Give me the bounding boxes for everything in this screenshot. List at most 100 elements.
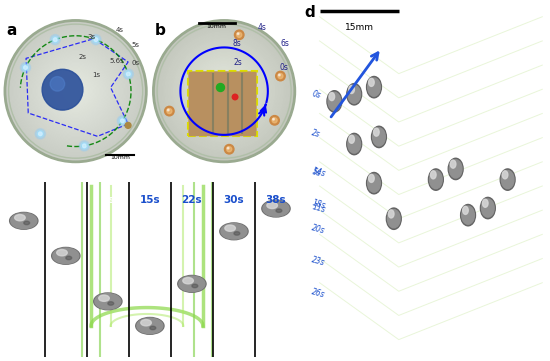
Circle shape [502, 171, 508, 179]
Circle shape [183, 278, 194, 284]
Circle shape [123, 69, 134, 79]
Circle shape [448, 158, 463, 179]
Circle shape [217, 84, 232, 99]
Circle shape [108, 302, 114, 305]
Circle shape [57, 73, 94, 109]
Circle shape [366, 77, 382, 98]
Circle shape [82, 144, 86, 148]
Text: 38s: 38s [266, 195, 287, 205]
Circle shape [348, 85, 360, 103]
Circle shape [125, 71, 131, 77]
Text: 2s: 2s [79, 54, 87, 60]
Text: 4s: 4s [257, 22, 266, 31]
Circle shape [81, 143, 87, 149]
Circle shape [188, 55, 260, 127]
Circle shape [39, 132, 42, 136]
Circle shape [60, 75, 91, 107]
Circle shape [182, 49, 266, 133]
Circle shape [39, 54, 113, 129]
Circle shape [373, 128, 379, 136]
Circle shape [46, 61, 106, 121]
Circle shape [197, 64, 251, 118]
Circle shape [328, 92, 340, 110]
Circle shape [55, 71, 96, 112]
Circle shape [26, 42, 125, 140]
Circle shape [67, 83, 84, 100]
Circle shape [156, 23, 292, 159]
Circle shape [372, 126, 387, 148]
Circle shape [178, 275, 206, 292]
Text: 8s: 8s [232, 39, 241, 48]
Text: d: d [305, 5, 316, 20]
Circle shape [276, 71, 285, 81]
Circle shape [211, 78, 237, 104]
Text: 8s: 8s [101, 195, 114, 205]
Circle shape [327, 91, 342, 112]
Circle shape [366, 173, 382, 194]
Circle shape [150, 326, 156, 330]
Circle shape [368, 78, 380, 96]
Circle shape [10, 25, 141, 157]
Circle shape [165, 32, 283, 150]
Circle shape [168, 35, 280, 147]
Circle shape [24, 66, 28, 69]
Circle shape [95, 293, 121, 309]
Text: 26s: 26s [311, 287, 327, 300]
Circle shape [50, 66, 101, 117]
Circle shape [69, 85, 82, 97]
Circle shape [125, 122, 131, 128]
Circle shape [202, 70, 246, 113]
Circle shape [200, 67, 249, 116]
Circle shape [53, 248, 79, 264]
Circle shape [234, 30, 244, 40]
Text: 5s: 5s [131, 42, 139, 48]
Circle shape [450, 160, 456, 168]
Circle shape [192, 284, 198, 288]
Circle shape [482, 199, 494, 217]
Circle shape [31, 47, 120, 136]
Circle shape [50, 35, 60, 45]
Circle shape [462, 206, 474, 224]
Circle shape [278, 74, 283, 79]
FancyBboxPatch shape [188, 71, 257, 136]
Circle shape [234, 232, 240, 235]
Circle shape [179, 47, 269, 136]
Circle shape [431, 171, 436, 179]
Circle shape [7, 23, 144, 160]
Circle shape [91, 35, 101, 45]
Circle shape [43, 58, 108, 124]
Circle shape [227, 147, 229, 149]
Circle shape [232, 94, 238, 100]
Text: 15mm: 15mm [345, 23, 373, 32]
Circle shape [29, 44, 123, 138]
Circle shape [349, 86, 354, 93]
Text: 5s: 5s [311, 167, 322, 178]
Circle shape [329, 92, 334, 101]
Circle shape [220, 87, 228, 96]
Text: 2s: 2s [311, 128, 322, 139]
Circle shape [167, 109, 172, 114]
Circle shape [79, 141, 90, 151]
Text: 22s: 22s [182, 195, 202, 205]
Circle shape [93, 36, 100, 43]
Text: 4s: 4s [59, 195, 73, 205]
Circle shape [262, 200, 290, 217]
Circle shape [236, 32, 242, 38]
Circle shape [349, 135, 354, 143]
Circle shape [224, 144, 234, 154]
Circle shape [500, 169, 515, 190]
Circle shape [481, 197, 496, 219]
Circle shape [24, 221, 30, 225]
Circle shape [368, 78, 374, 86]
Text: 14s: 14s [311, 166, 327, 179]
Circle shape [52, 36, 58, 43]
Circle shape [502, 170, 514, 189]
Circle shape [72, 87, 79, 95]
Circle shape [194, 61, 255, 121]
Circle shape [162, 29, 286, 153]
Circle shape [20, 62, 31, 73]
Text: 2s: 2s [234, 57, 243, 66]
Text: 20s: 20s [311, 223, 327, 235]
Circle shape [461, 204, 476, 226]
Text: 0s: 0s [131, 60, 140, 66]
